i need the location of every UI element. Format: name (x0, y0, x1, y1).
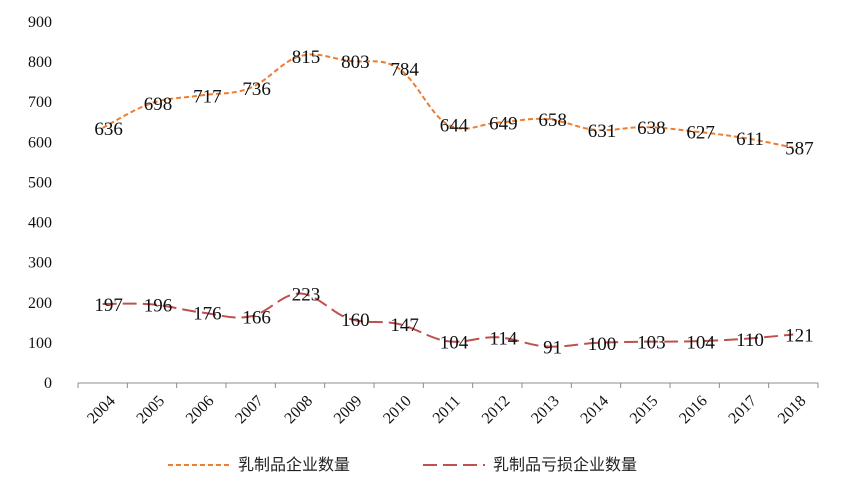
legend-label-1: 乳制品企业数量 (238, 455, 350, 474)
data-label: 91 (543, 337, 562, 358)
x-tick-label: 2007 (232, 392, 267, 427)
data-label: 815 (292, 47, 321, 68)
data-label: 717 (193, 86, 222, 107)
x-tick-label: 2006 (183, 392, 218, 427)
data-label: 611 (736, 129, 764, 150)
x-tick-label: 2011 (430, 393, 464, 427)
data-label: 197 (94, 295, 123, 316)
x-tick-label: 2010 (380, 392, 415, 427)
legend: 乳制品企业数量 乳制品亏损企业数量 (168, 455, 637, 474)
data-label: 649 (489, 114, 518, 135)
y-tick-label: 0 (44, 375, 52, 392)
x-tick-label: 2005 (133, 392, 168, 427)
y-tick-label: 500 (28, 174, 52, 191)
data-label: 644 (440, 116, 469, 137)
data-label: 636 (94, 119, 123, 140)
x-tick-label: 2016 (676, 392, 711, 427)
data-label: 587 (785, 139, 814, 160)
y-tick-label: 400 (28, 215, 52, 232)
data-label: 121 (785, 325, 814, 346)
data-label: 176 (193, 303, 222, 324)
data-label: 223 (292, 285, 321, 306)
data-label: 631 (588, 121, 617, 142)
data-label: 100 (588, 334, 617, 355)
x-tick-label: 2013 (528, 392, 563, 427)
data-label: 803 (341, 52, 370, 73)
data-label: 638 (637, 118, 666, 139)
data-label: 104 (440, 332, 469, 353)
data-label: 114 (489, 328, 517, 349)
legend-label-2: 乳制品亏损企业数量 (493, 455, 637, 474)
data-label: 736 (242, 79, 271, 100)
data-label: 147 (390, 315, 419, 336)
data-label: 784 (390, 60, 419, 81)
x-tick-label: 2017 (725, 392, 760, 427)
y-tick-label: 300 (28, 255, 52, 272)
data-label: 658 (538, 110, 567, 131)
x-tick-label: 2004 (84, 392, 119, 427)
data-label: 104 (686, 332, 715, 353)
y-tick-label: 700 (28, 94, 52, 111)
x-tick-label: 2014 (577, 392, 612, 427)
y-tick-label: 900 (28, 14, 52, 31)
x-tick-label: 2018 (775, 392, 810, 427)
data-label: 103 (637, 333, 666, 354)
y-tick-label: 200 (28, 295, 52, 312)
x-axis: 2004 2005 2006 2007 2008 2009 2010 2011 2012 2013… (78, 383, 818, 427)
data-label: 698 (144, 94, 173, 115)
y-tick-label: 600 (28, 134, 52, 151)
x-tick-label: 2012 (479, 392, 514, 427)
x-tick-label: 2009 (331, 392, 366, 427)
data-label: 110 (736, 330, 764, 351)
y-tick-label: 100 (28, 335, 52, 352)
x-tick-label: 2008 (281, 392, 316, 427)
data-label: 160 (341, 310, 370, 331)
y-tick-label: 800 (28, 54, 52, 71)
data-label: 166 (242, 307, 271, 328)
x-tick-label: 2015 (627, 392, 662, 427)
data-label: 196 (144, 295, 173, 316)
y-axis: 0 100 200 300 400 500 600 700 800 900 (28, 14, 52, 392)
data-label: 627 (686, 123, 715, 144)
data-labels: 636 698 717 736 815 803 784 644 649 658 631 638 627 6… (94, 47, 813, 358)
